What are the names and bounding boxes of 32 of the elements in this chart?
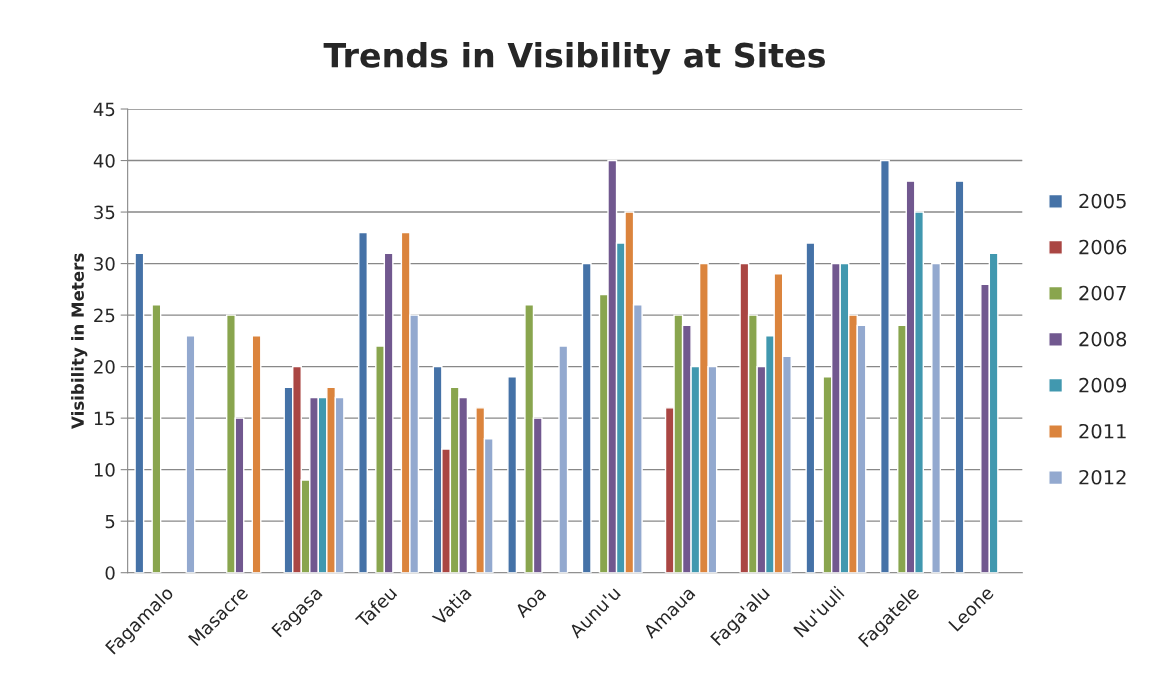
legend-label: 2005 — [1079, 193, 1126, 209]
bar — [954, 180, 965, 573]
y-tick-label: 10 — [94, 463, 115, 477]
y-tick-label: 35 — [94, 205, 115, 220]
bar — [151, 304, 162, 573]
y-tick-label: 40 — [93, 154, 115, 168]
bar — [931, 262, 942, 573]
bar — [358, 231, 368, 573]
bar — [805, 242, 816, 573]
x-tick-label: Aoa — [514, 586, 547, 619]
chart-title: Trends in Visibility at Sites — [323, 42, 825, 75]
y-tick-label: 0 — [105, 566, 115, 580]
bar — [134, 252, 145, 573]
legend-label: 2008 — [1079, 331, 1127, 347]
bar — [581, 262, 592, 573]
legend-label: 2012 — [1079, 469, 1126, 485]
legend-label: 2011 — [1079, 423, 1126, 439]
y-tick-label: 25 — [94, 308, 115, 323]
legend-label: 2007 — [1079, 285, 1126, 301]
y-axis-title: Visibility in Meters — [71, 253, 88, 429]
y-tick-label: 20 — [94, 360, 115, 374]
bar — [879, 159, 890, 573]
y-tick-label: 15 — [94, 411, 115, 426]
bar — [185, 335, 196, 573]
bar — [251, 335, 262, 573]
legend-label: 2009 — [1079, 377, 1127, 393]
y-tick-label: 30 — [94, 257, 115, 271]
legend-label: 2006 — [1079, 239, 1127, 255]
bar — [507, 376, 518, 573]
y-tick-label: 45 — [93, 102, 115, 117]
y-tick-label: 5 — [105, 514, 115, 529]
bar — [558, 345, 569, 573]
